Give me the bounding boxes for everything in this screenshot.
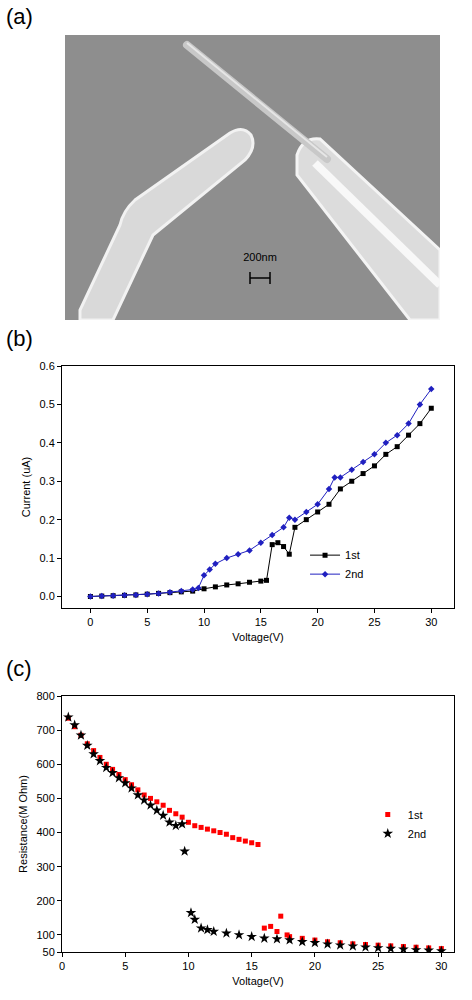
svg-text:700: 700 xyxy=(36,724,54,736)
svg-text:20: 20 xyxy=(309,960,321,972)
svg-text:100: 100 xyxy=(36,929,54,941)
svg-text:Voltage(V): Voltage(V) xyxy=(232,975,283,987)
svg-text:0.6: 0.6 xyxy=(40,360,55,372)
svg-text:50: 50 xyxy=(43,946,55,958)
svg-text:200nm: 200nm xyxy=(243,251,277,263)
svg-text:20: 20 xyxy=(312,616,324,628)
svg-text:0.4: 0.4 xyxy=(40,437,55,449)
svg-text:0: 0 xyxy=(87,616,93,628)
svg-text:0.0: 0.0 xyxy=(40,590,55,602)
svg-text:1st: 1st xyxy=(345,549,360,561)
svg-text:400: 400 xyxy=(36,826,54,838)
svg-text:15: 15 xyxy=(255,616,267,628)
svg-text:0.1: 0.1 xyxy=(40,552,55,564)
svg-text:0.3: 0.3 xyxy=(40,475,55,487)
svg-text:25: 25 xyxy=(372,960,384,972)
svg-text:10: 10 xyxy=(198,616,210,628)
svg-text:200: 200 xyxy=(36,895,54,907)
svg-text:10: 10 xyxy=(182,960,194,972)
svg-text:Resistance(M Ohm): Resistance(M Ohm) xyxy=(17,775,29,873)
svg-text:15: 15 xyxy=(246,960,258,972)
svg-text:600: 600 xyxy=(36,758,54,770)
svg-text:0.2: 0.2 xyxy=(40,514,55,526)
svg-text:500: 500 xyxy=(36,792,54,804)
svg-text:25: 25 xyxy=(368,616,380,628)
svg-text:2nd: 2nd xyxy=(408,828,426,840)
svg-text:Current (uA): Current (uA) xyxy=(20,457,32,518)
svg-text:5: 5 xyxy=(144,616,150,628)
svg-text:1st: 1st xyxy=(408,809,423,821)
svg-text:30: 30 xyxy=(435,960,447,972)
html-text:(b): (b) xyxy=(6,326,33,351)
svg-text:0: 0 xyxy=(59,960,65,972)
svg-text:0.5: 0.5 xyxy=(40,398,55,410)
html-text:(a): (a) xyxy=(6,4,33,29)
svg-text:5: 5 xyxy=(122,960,128,972)
svg-text:2nd: 2nd xyxy=(345,568,363,580)
svg-text:800: 800 xyxy=(36,690,54,702)
svg-text:Voltage(V): Voltage(V) xyxy=(232,631,283,643)
html-text:(c): (c) xyxy=(6,656,32,681)
svg-text:300: 300 xyxy=(36,861,54,873)
svg-text:30: 30 xyxy=(425,616,437,628)
